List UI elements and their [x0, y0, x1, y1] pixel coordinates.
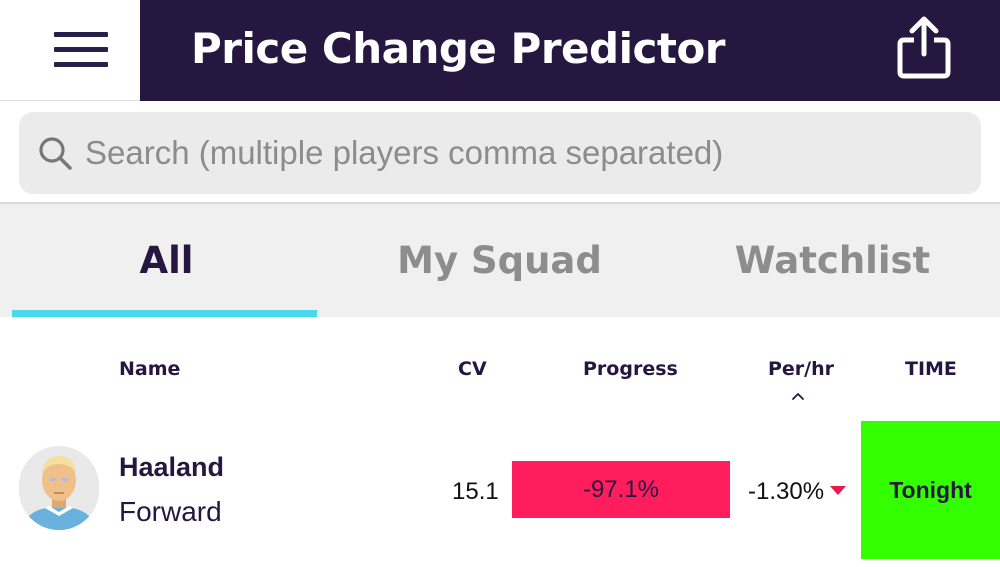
- title-bar: Price Change Predictor: [140, 0, 1000, 101]
- app-header: Price Change Predictor: [0, 0, 1000, 101]
- search-box[interactable]: [19, 112, 981, 194]
- menu-button[interactable]: [0, 0, 140, 101]
- search-section: [0, 101, 1000, 204]
- tab-my-squad[interactable]: My Squad: [397, 239, 602, 282]
- table-header: Name CV Progress Per/hr TIME: [0, 317, 1000, 417]
- column-header-cv[interactable]: CV: [458, 358, 487, 380]
- progress-cell: -97.1%: [512, 461, 730, 518]
- tab-watchlist[interactable]: Watchlist: [734, 239, 931, 282]
- time-cell: Tonight: [861, 421, 1000, 559]
- table-row[interactable]: Haaland Forward 15.1 -97.1% -1.30% Tonig…: [0, 418, 1000, 560]
- progress-value: -97.1%: [582, 475, 660, 503]
- player-face-icon: [19, 446, 99, 530]
- player-position: Forward: [119, 496, 222, 527]
- active-tab-indicator: [12, 310, 317, 317]
- time-value: Tonight: [889, 476, 972, 503]
- player-avatar: [19, 446, 99, 530]
- tab-bar: All My Squad Watchlist: [0, 204, 1000, 317]
- tab-all[interactable]: All: [139, 239, 194, 282]
- sort-ascending-icon: [792, 393, 804, 400]
- page-title: Price Change Predictor: [191, 24, 726, 73]
- hamburger-menu-icon[interactable]: [54, 32, 108, 68]
- search-icon: [39, 137, 72, 170]
- column-header-time[interactable]: TIME: [905, 358, 957, 380]
- share-icon[interactable]: [896, 16, 952, 80]
- trend-down-icon: [830, 486, 846, 495]
- per-hour-value: -1.30%: [748, 478, 825, 505]
- column-header-per-hr[interactable]: Per/hr: [768, 358, 835, 380]
- column-header-name[interactable]: Name: [119, 358, 181, 380]
- search-input[interactable]: [85, 126, 965, 180]
- player-name: Haaland: [119, 452, 225, 482]
- column-header-progress[interactable]: Progress: [583, 358, 678, 380]
- current-value: 15.1: [452, 478, 499, 505]
